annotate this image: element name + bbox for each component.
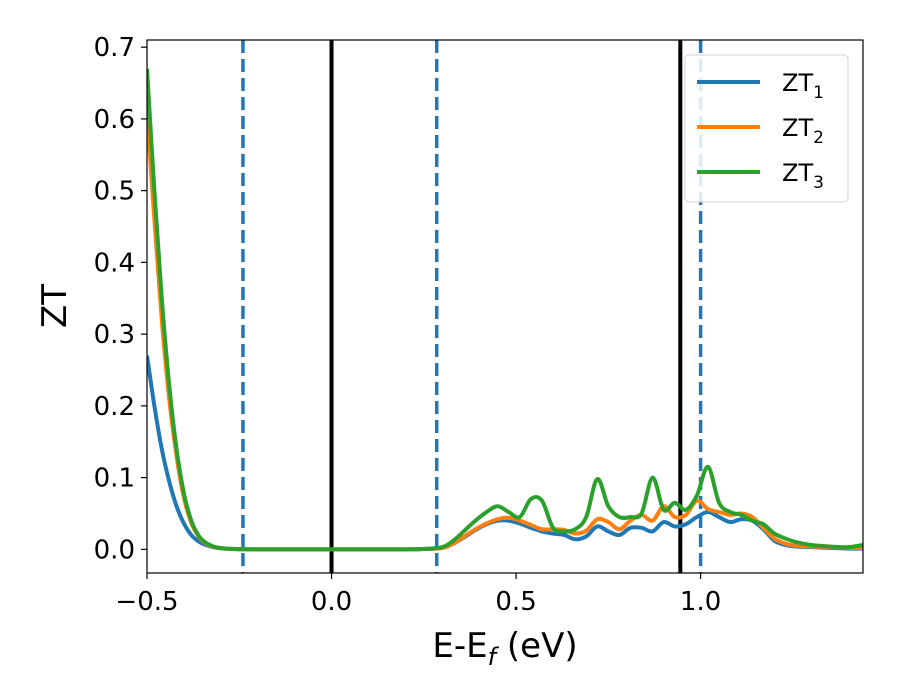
y-tick-label: 0.4 bbox=[94, 248, 135, 278]
legend-label-zt1: ZT1 bbox=[782, 69, 824, 103]
y-tick-label: 0.5 bbox=[94, 177, 135, 207]
x-axis-label-suffix: (eV) bbox=[496, 626, 578, 666]
x-tick-label: −0.5 bbox=[115, 587, 178, 617]
y-tick-label: 0.3 bbox=[94, 320, 135, 350]
legend-label-zt2: ZT2 bbox=[782, 114, 824, 148]
x-axis-label-main: E-E bbox=[432, 626, 487, 666]
y-axis-ticks: 0.0 0.1 0.2 0.3 0.4 0.5 0.6 0.7 bbox=[94, 33, 147, 565]
x-tick-label: 1.0 bbox=[680, 587, 721, 617]
y-tick-label: 0.2 bbox=[94, 392, 135, 422]
x-axis-label: E-Ef (eV) bbox=[432, 626, 577, 671]
y-tick-label: 0.6 bbox=[94, 105, 135, 135]
y-tick-label: 0.7 bbox=[94, 33, 135, 63]
series-line-zt3 bbox=[147, 68, 863, 552]
y-tick-label: 0.1 bbox=[94, 464, 135, 494]
plot-frame bbox=[146, 39, 864, 574]
y-axis-label: ZT bbox=[35, 284, 75, 328]
x-axis-ticks: −0.5 0.0 0.5 1.0 bbox=[115, 573, 721, 617]
x-tick-label: 0.5 bbox=[495, 587, 536, 617]
legend: ZT1 ZT2 ZT3 bbox=[684, 54, 849, 203]
y-tick-label: 0.0 bbox=[94, 535, 135, 565]
reference-lines bbox=[241, 40, 703, 573]
legend-label-zt3: ZT3 bbox=[782, 159, 824, 193]
series-lines bbox=[147, 68, 863, 552]
x-tick-label: 0.0 bbox=[311, 587, 352, 617]
legend-box bbox=[684, 54, 849, 203]
